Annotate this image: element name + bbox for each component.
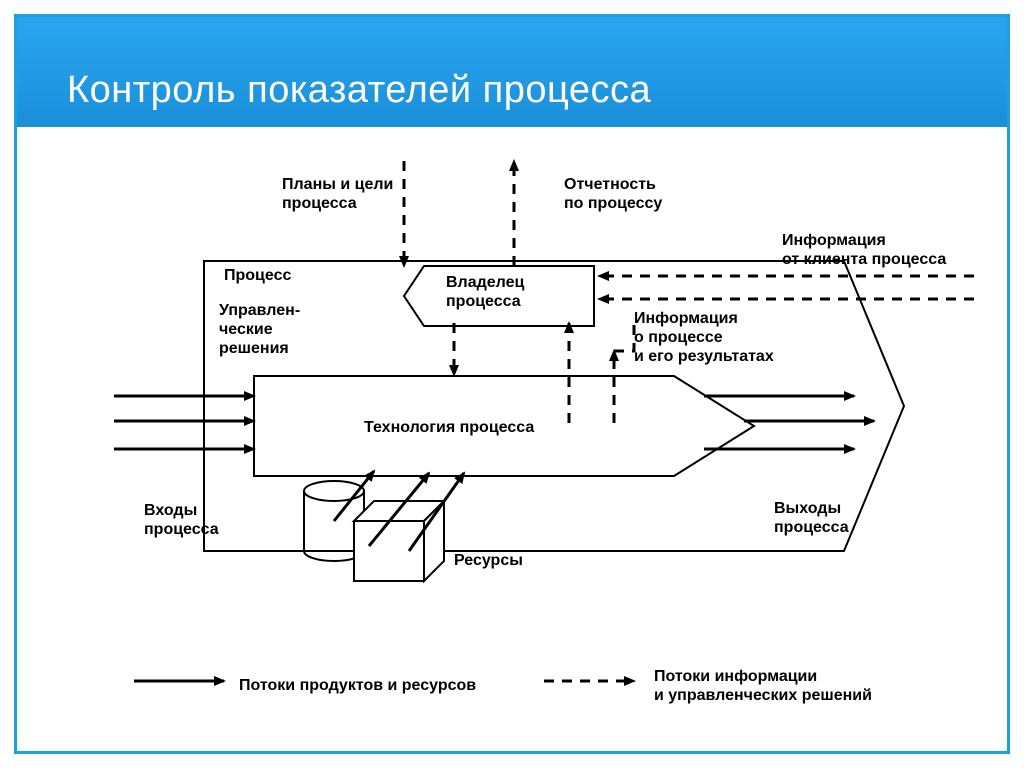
label-legend_solid: Потоки продуктов и ресурсов: [239, 676, 476, 695]
label-proc: Процесс: [224, 266, 291, 285]
resource-cylinder-icon: [304, 481, 364, 501]
label-inputs: Входы процесса: [144, 501, 219, 539]
label-owner: Владелец процесса: [446, 273, 524, 311]
label-client_info: Информация от клиента процесса: [782, 231, 946, 269]
diagram-stage: Планы и цели процесса Отчетность по проце…: [34, 151, 1024, 771]
resource-cube-icon: [354, 521, 424, 581]
label-technology: Технология процесса: [364, 418, 534, 437]
slide-frame: Контроль показателей процесса Планы и це…: [14, 14, 1010, 754]
label-resources: Ресурсы: [454, 551, 523, 570]
slide-title: Контроль показателей процесса: [67, 69, 651, 112]
label-outputs: Выходы процесса: [774, 499, 849, 537]
label-proc_info: Информация о процессе и его результатах: [634, 309, 774, 367]
label-mgmt: Управлен- ческие решения: [219, 301, 300, 359]
label-plans: Планы и цели процесса: [282, 175, 393, 213]
label-legend_dash: Потоки информации и управленческих решен…: [654, 667, 872, 705]
label-reporting: Отчетность по процессу: [564, 175, 662, 213]
